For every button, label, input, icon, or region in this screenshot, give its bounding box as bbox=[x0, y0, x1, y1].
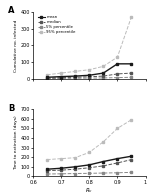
95% percentile bbox=[117, 56, 118, 58]
median bbox=[46, 170, 48, 172]
mean bbox=[88, 74, 90, 76]
5% percentile bbox=[117, 172, 118, 174]
median bbox=[88, 76, 90, 78]
5% percentile bbox=[102, 172, 104, 174]
5% percentile bbox=[130, 76, 132, 78]
median bbox=[88, 167, 90, 169]
mean bbox=[117, 157, 118, 160]
95% percentile bbox=[88, 151, 90, 154]
Line: mean: mean bbox=[46, 63, 133, 79]
Line: 95% percentile: 95% percentile bbox=[46, 15, 133, 76]
mean bbox=[117, 63, 118, 65]
median bbox=[74, 76, 76, 78]
5% percentile bbox=[60, 173, 62, 175]
mean bbox=[46, 76, 48, 78]
median bbox=[60, 169, 62, 171]
Y-axis label: Time to extinction (days): Time to extinction (days) bbox=[14, 115, 18, 170]
Legend: mean, median, 5% percentile, 95% percentile: mean, median, 5% percentile, 95% percent… bbox=[37, 15, 76, 35]
5% percentile bbox=[74, 77, 76, 79]
mean bbox=[102, 160, 104, 163]
mean bbox=[60, 167, 62, 169]
median bbox=[102, 75, 104, 77]
95% percentile bbox=[130, 119, 132, 121]
5% percentile bbox=[130, 171, 132, 173]
Y-axis label: Cumulative no. infected: Cumulative no. infected bbox=[14, 19, 18, 72]
median bbox=[60, 76, 62, 79]
5% percentile bbox=[102, 77, 104, 79]
mean bbox=[46, 168, 48, 170]
95% percentile bbox=[74, 70, 76, 73]
median bbox=[102, 165, 104, 167]
Line: 5% percentile: 5% percentile bbox=[46, 76, 133, 80]
mean bbox=[60, 75, 62, 78]
95% percentile bbox=[60, 157, 62, 160]
95% percentile bbox=[130, 16, 132, 18]
5% percentile bbox=[117, 76, 118, 79]
95% percentile bbox=[46, 158, 48, 161]
median bbox=[74, 168, 76, 170]
mean bbox=[88, 164, 90, 166]
Line: 95% percentile: 95% percentile bbox=[46, 118, 133, 161]
95% percentile bbox=[117, 127, 118, 130]
Line: mean: mean bbox=[46, 155, 133, 171]
X-axis label: $R_v$: $R_v$ bbox=[85, 186, 93, 195]
5% percentile bbox=[88, 172, 90, 174]
median bbox=[130, 72, 132, 74]
5% percentile bbox=[46, 77, 48, 80]
median bbox=[46, 77, 48, 79]
median bbox=[130, 158, 132, 161]
5% percentile bbox=[74, 172, 76, 175]
Line: median: median bbox=[46, 158, 133, 172]
5% percentile bbox=[60, 77, 62, 80]
median bbox=[117, 73, 118, 75]
95% percentile bbox=[60, 72, 62, 74]
median bbox=[117, 162, 118, 164]
5% percentile bbox=[88, 77, 90, 79]
95% percentile bbox=[102, 65, 104, 68]
95% percentile bbox=[88, 69, 90, 71]
mean bbox=[130, 63, 132, 65]
95% percentile bbox=[74, 156, 76, 159]
Text: B: B bbox=[8, 104, 15, 113]
mean bbox=[102, 72, 104, 74]
95% percentile bbox=[102, 141, 104, 143]
Line: median: median bbox=[46, 72, 133, 80]
95% percentile bbox=[46, 74, 48, 76]
Text: A: A bbox=[8, 6, 15, 15]
mean bbox=[130, 155, 132, 157]
mean bbox=[74, 166, 76, 168]
mean bbox=[74, 75, 76, 77]
Line: 5% percentile: 5% percentile bbox=[46, 171, 133, 175]
5% percentile bbox=[46, 173, 48, 175]
